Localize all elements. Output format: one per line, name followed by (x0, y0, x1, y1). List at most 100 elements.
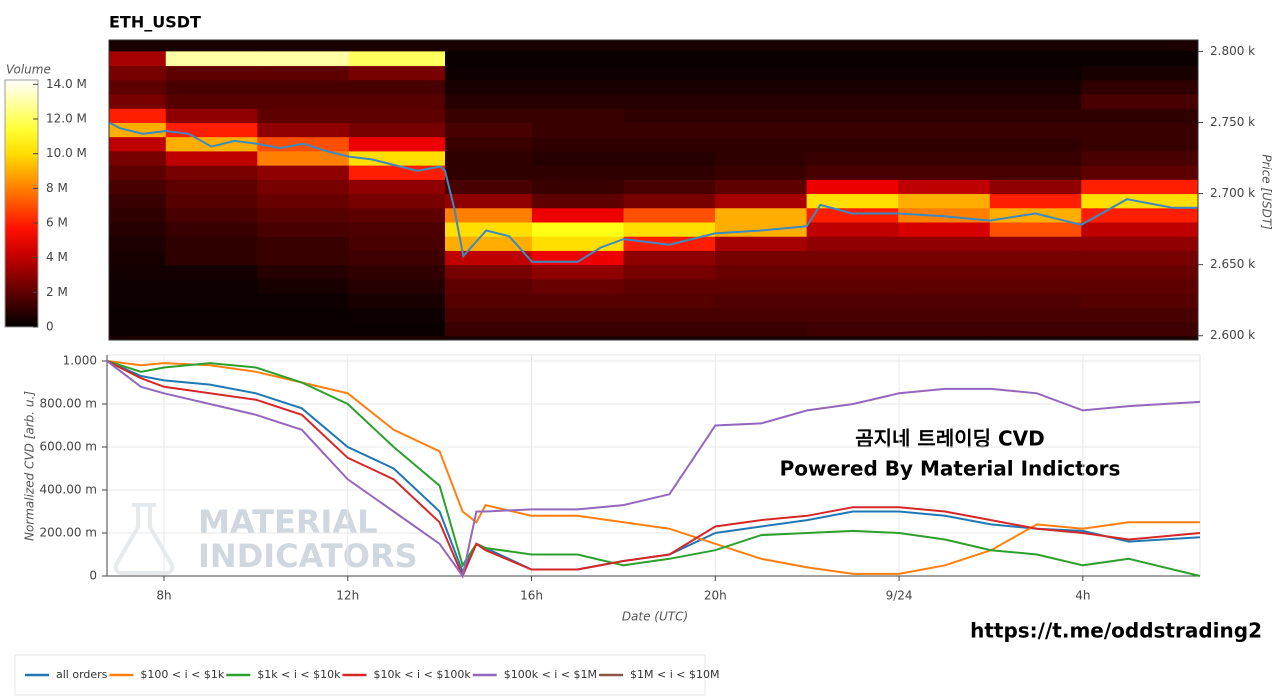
heatmap-cell (1081, 278, 1199, 294)
heatmap-cell (444, 179, 533, 195)
heatmap-cell (989, 236, 1082, 251)
heatmap-cell (989, 94, 1082, 109)
heatmap-cell (989, 307, 1082, 323)
heatmap-cell (623, 250, 716, 266)
watermark-logo (113, 503, 175, 575)
heatmap-cell (348, 165, 446, 180)
colorbar-tick-label: 14.0 M (46, 77, 87, 91)
heatmap-cell (623, 150, 716, 166)
heatmap-cell (348, 51, 446, 67)
heatmap-cell (989, 108, 1082, 123)
heatmap-cell (165, 236, 258, 251)
heatmap-cell (165, 307, 258, 323)
heatmap-cell (109, 250, 167, 266)
colorbar-title: Volume (6, 63, 51, 77)
heatmap-cell (109, 221, 167, 237)
y-tick-label: 2.650 k (1210, 257, 1255, 271)
heatmap-cell (257, 79, 350, 95)
heatmap-cell (898, 94, 991, 109)
heatmap-cell (531, 293, 625, 308)
heatmap-cell (898, 293, 991, 308)
heatmap-cell (1081, 264, 1199, 280)
heatmap-cell (898, 165, 991, 180)
heatmap-cell (715, 165, 808, 180)
heatmap-cell (165, 221, 258, 237)
cvd-line (106, 360, 1201, 579)
heatmap-cell (1081, 307, 1199, 323)
heatmap-cell (109, 236, 167, 251)
heatmap-cell (806, 94, 899, 109)
heatmap-cell (806, 221, 899, 237)
colorbar-tick-label: 6 M (46, 216, 68, 230)
heatmap-cell (806, 165, 899, 180)
heatmap-cell (1081, 108, 1199, 123)
heatmap-cell (989, 150, 1082, 166)
heatmap-cell (109, 207, 167, 223)
heatmap-cell (109, 278, 167, 294)
heatmap-cell (257, 278, 350, 294)
heatmap-cell (165, 293, 258, 308)
heatmap-cell (109, 108, 167, 123)
heatmap-cell (1081, 122, 1199, 138)
heatmap-cell (989, 264, 1082, 280)
heatmap-cell (531, 65, 625, 81)
y-tick-label: 2.600 k (1210, 328, 1255, 342)
heatmap-cell (531, 221, 625, 237)
heatmap-cell (165, 207, 258, 223)
heatmap-cell (444, 293, 533, 308)
heatmap-cell (1081, 293, 1199, 308)
heatmap-cell (109, 193, 167, 209)
heatmap-cell (989, 179, 1082, 195)
heatmap-cell (898, 193, 991, 209)
heatmap-cell (898, 236, 991, 251)
heatmap-cell (165, 193, 258, 209)
heatmap-cell (531, 108, 625, 123)
heatmap-cell (531, 122, 625, 138)
heatmap-cell (715, 193, 808, 209)
x-axis-label: Date (UTC) (622, 610, 688, 624)
heatmap-cell (989, 250, 1082, 266)
heatmap-cell (715, 250, 808, 266)
heatmap-cell (715, 221, 808, 237)
heatmap-cell (989, 221, 1082, 237)
heatmap-cell (257, 250, 350, 266)
heatmap-cell (348, 264, 446, 280)
x-tick-label: 4h (1075, 589, 1090, 603)
heatmap-cell (165, 278, 258, 294)
heatmap-cell (348, 136, 446, 152)
heatmap-cell (444, 65, 533, 81)
heatmap-cell (444, 136, 533, 152)
heatmap-cell (348, 293, 446, 308)
heatmap-cell (444, 51, 533, 67)
heatmap-cell (444, 122, 533, 138)
chart-title: ETH_USDT (109, 13, 201, 32)
heatmap-cell (715, 122, 808, 138)
heatmap-cell (989, 207, 1082, 223)
price-line (108, 121, 1198, 263)
heatmap-cell (257, 65, 350, 81)
heatmap-cell (531, 136, 625, 152)
heatmap-cell (257, 150, 350, 166)
watermark: INDICATORS (198, 537, 418, 575)
heatmap-cell (623, 207, 716, 223)
heatmap-cell (165, 150, 258, 166)
heatmap-cell (257, 221, 350, 237)
heatmap-cell (1081, 179, 1199, 195)
heatmap-cell (444, 108, 533, 123)
heatmap-cell (109, 65, 167, 81)
heatmap-cell (257, 207, 350, 223)
heatmap-cell (109, 179, 167, 195)
link[interactable]: https://t.me/oddstrading2 (970, 619, 1262, 643)
heatmap-cell (989, 165, 1082, 180)
heatmap-cell (1081, 250, 1199, 266)
heatmap-cell (806, 293, 899, 308)
heatmap-cell (715, 307, 808, 323)
heatmap-cell (257, 108, 350, 123)
heatmap-cell (257, 307, 350, 323)
heatmap-cell (806, 307, 899, 323)
heatmap-cell (715, 136, 808, 152)
heatmap-cell (1081, 136, 1199, 152)
cvd-line (106, 360, 1200, 575)
y-tick-label: 800.00 m (40, 397, 98, 411)
